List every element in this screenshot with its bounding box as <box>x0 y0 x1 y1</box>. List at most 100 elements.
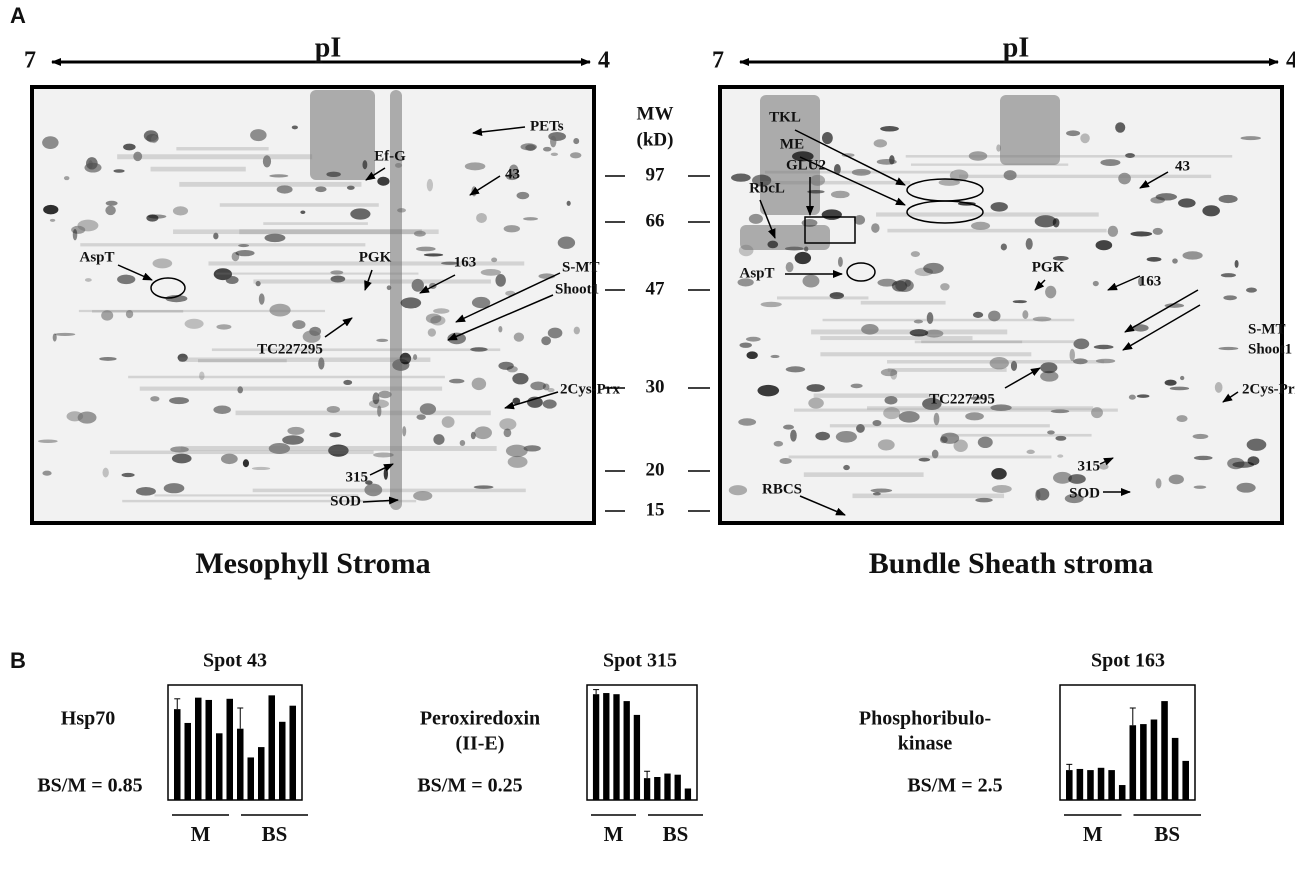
spot-arrow <box>1034 279 1046 291</box>
gel-spot <box>738 418 757 426</box>
ratio: BS/M = 2.5 <box>907 775 1002 797</box>
gel-spot <box>402 426 407 437</box>
gel-spot <box>441 261 459 265</box>
group-label: M <box>604 822 624 846</box>
gel-spot <box>291 125 298 130</box>
spot-label: PETs <box>530 118 564 134</box>
gel-streak <box>197 359 287 363</box>
gel-spot <box>1132 324 1149 332</box>
spot-arrow <box>504 391 559 410</box>
gel-spot <box>269 174 289 178</box>
spot-label: SOD <box>1069 485 1100 501</box>
gel-spot <box>268 442 291 454</box>
gel-streak <box>179 357 431 362</box>
gel-spot <box>541 336 551 346</box>
gel-spot <box>330 275 346 283</box>
gel-spot <box>1246 438 1267 451</box>
spot-circle <box>906 200 984 224</box>
spot-arrow <box>364 269 373 291</box>
gel-spot <box>1072 358 1088 365</box>
bar <box>226 698 234 800</box>
group-label: BS <box>262 822 288 846</box>
gel-spot <box>1040 362 1058 374</box>
gel-spot <box>968 151 988 161</box>
spot-label: 315 <box>1078 458 1101 474</box>
gel-spot <box>523 445 541 452</box>
mw-tick-label: 30 <box>646 376 665 397</box>
gel-spot <box>237 386 244 394</box>
gel-streak <box>760 180 911 185</box>
gel-spots <box>38 90 582 510</box>
gel-streak <box>803 472 924 477</box>
gel-spot <box>376 338 389 342</box>
gel-spot <box>84 278 92 282</box>
gel-spot <box>1227 457 1245 470</box>
gel-spot <box>362 160 368 170</box>
bar <box>1076 768 1084 800</box>
gel-spot <box>433 308 450 314</box>
gel-spot <box>377 405 382 417</box>
gel-spot <box>1118 172 1131 185</box>
gel-spot <box>1073 338 1090 350</box>
bar <box>247 757 255 800</box>
bar <box>664 773 671 800</box>
gel-streak <box>253 279 491 284</box>
gel-spot <box>102 467 109 478</box>
gel-spot <box>877 439 895 451</box>
gel-streak <box>794 408 1118 412</box>
gel-spot <box>309 326 322 337</box>
gel-spot <box>170 446 189 453</box>
gel-spot <box>225 276 239 285</box>
gel-spot <box>757 384 780 397</box>
gel-spot <box>262 155 272 168</box>
gel-smear <box>1000 95 1060 165</box>
gel-spot <box>542 399 557 409</box>
gel-spot <box>830 190 850 199</box>
gel-spot <box>250 129 267 142</box>
gel-image <box>718 85 1284 525</box>
gel-spot <box>121 472 135 478</box>
spot-label: 43 <box>505 166 520 182</box>
gel-streak <box>219 203 379 207</box>
gel-spot <box>507 455 528 468</box>
gel-spot <box>213 405 231 414</box>
gel-spot <box>1193 455 1213 461</box>
gel-streak <box>208 261 525 266</box>
gel-streak <box>776 296 869 300</box>
gel-streak <box>154 494 359 497</box>
gel-streak <box>813 393 940 398</box>
gel-streak <box>914 340 1023 344</box>
gel-spot <box>480 268 502 276</box>
gel-streak <box>150 166 246 172</box>
spot-label: ME <box>780 136 804 152</box>
gel-spot <box>884 396 898 405</box>
gel-spot <box>476 212 487 224</box>
gel-streak <box>822 318 1075 322</box>
gel-spot <box>470 431 476 440</box>
gel-spot <box>1236 482 1256 493</box>
spot-label: PGK <box>1032 259 1065 275</box>
mw-unit: (kD) <box>637 129 674 150</box>
gel-spot <box>269 303 291 317</box>
gel-spot <box>430 315 446 326</box>
gel-spot <box>506 365 518 373</box>
gel-spot <box>503 428 512 438</box>
gel-spot <box>748 213 763 224</box>
gel-spot <box>213 268 233 281</box>
gel-spot <box>760 301 782 308</box>
spot-label: SOD <box>330 493 361 509</box>
gel-spot <box>872 419 882 427</box>
gel-spot <box>235 249 255 257</box>
gel-streak <box>109 450 374 455</box>
gel-spot <box>1223 295 1237 301</box>
gel-spot <box>1247 456 1260 466</box>
gel-spot <box>220 453 238 465</box>
bar <box>1066 770 1073 800</box>
gel-spot <box>117 274 136 285</box>
spot-arrow <box>1122 304 1201 351</box>
chart-title: Spot 43 <box>203 650 267 672</box>
gel-spot <box>329 432 342 438</box>
gel-spot <box>1155 193 1178 201</box>
gel-spot <box>810 174 826 186</box>
gel-spot <box>794 251 812 265</box>
